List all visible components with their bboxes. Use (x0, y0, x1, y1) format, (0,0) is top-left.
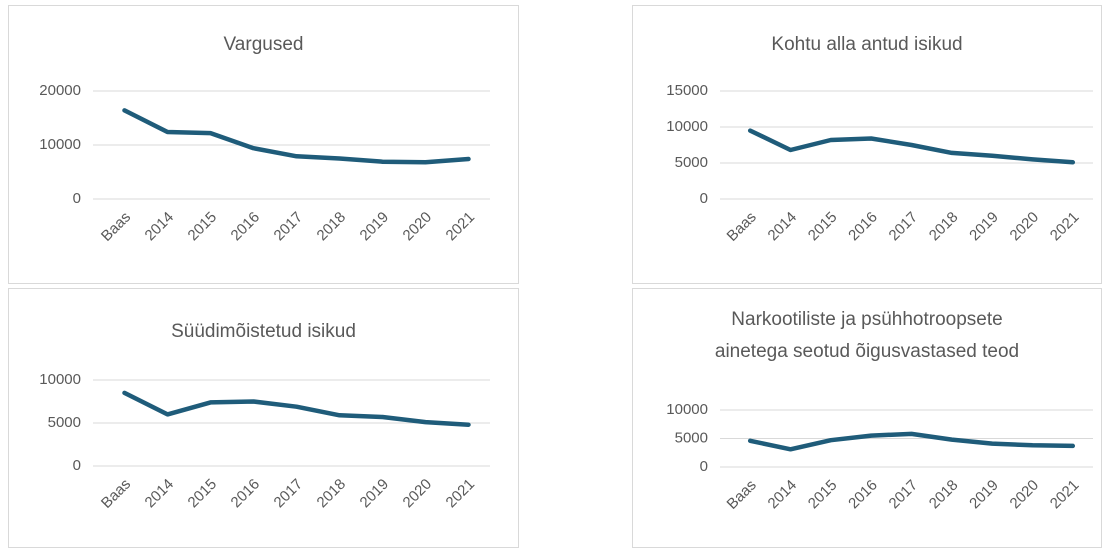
y-tick-label: 10000 (666, 118, 708, 135)
chart-title: Vargused (224, 34, 304, 55)
data-line (747, 431, 1076, 452)
data-line (122, 390, 471, 427)
y-tick-label: 5000 (675, 429, 708, 446)
panel (632, 5, 1102, 284)
chart-title: Süüdimõistetud isikud (171, 321, 356, 342)
y-tick-label: 0 (700, 190, 708, 207)
chart-title: Narkootiliste ja psühhotroopsete (731, 309, 1002, 330)
y-tick-label: 0 (700, 458, 708, 475)
panel (632, 288, 1102, 548)
panel (8, 288, 519, 548)
chart-title: Kohtu alla antud isikud (771, 34, 962, 55)
chart-title: ainetega seotud õigusvastased teod (715, 341, 1019, 362)
y-tick-label: 15000 (666, 82, 708, 99)
y-tick-label: 20000 (39, 82, 81, 99)
data-line (122, 108, 471, 165)
y-tick-label: 10000 (39, 371, 81, 388)
y-tick-label: 10000 (39, 136, 81, 153)
y-tick-label: 5000 (675, 154, 708, 171)
y-tick-label: 10000 (666, 401, 708, 418)
data-line (747, 128, 1076, 165)
y-tick-label: 5000 (48, 414, 81, 431)
y-tick-label: 0 (73, 190, 81, 207)
y-tick-label: 0 (73, 457, 81, 474)
